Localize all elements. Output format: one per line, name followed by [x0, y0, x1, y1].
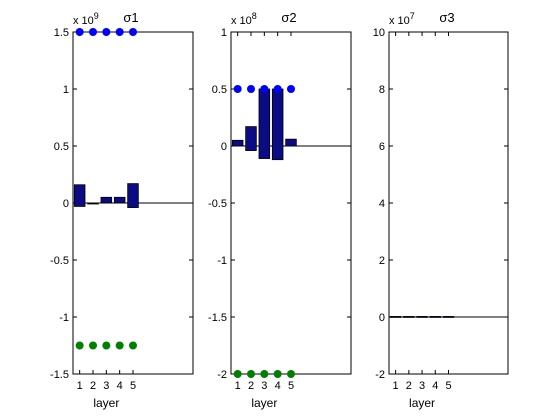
y-tick-label: -2 [217, 369, 227, 381]
x-tick-label: 2 [90, 380, 96, 392]
upper-marker [247, 85, 255, 93]
upper-marker [115, 28, 124, 36]
lower-marker [115, 341, 124, 350]
bar [87, 202, 99, 205]
x-axis-label: layer [93, 396, 119, 410]
lower-marker [273, 370, 282, 378]
x-tick-label: 1 [235, 380, 241, 392]
x-tick-label: 5 [445, 380, 451, 392]
axes-box [388, 31, 509, 375]
x-tick-label: 1 [393, 380, 399, 392]
bar [127, 183, 139, 208]
upper-marker [260, 85, 269, 93]
upper-marker [233, 85, 242, 93]
x-tick-label: 3 [103, 380, 109, 392]
lower-marker [75, 341, 84, 350]
y-tick-label: 0 [221, 141, 227, 153]
upper-marker [129, 28, 137, 36]
y-tick-label: 1.5 [54, 27, 69, 39]
bar [285, 138, 297, 147]
bar [258, 88, 271, 159]
x-tick-label: 4 [432, 380, 438, 392]
bar [231, 139, 244, 147]
lower-marker [247, 370, 255, 378]
bar [442, 316, 455, 318]
x-tick-label: 4 [275, 380, 281, 392]
upper-marker [102, 28, 111, 36]
y-tick-label: -1.5 [208, 312, 227, 324]
exponent-label: x 108 [231, 11, 257, 27]
lower-marker [129, 341, 137, 350]
y-tick-label: 0 [379, 312, 385, 324]
lower-marker [102, 341, 111, 350]
x-tick-label: 3 [261, 380, 267, 392]
x-tick-label: 5 [130, 380, 136, 392]
y-tick-label: 10 [373, 27, 385, 39]
bar [403, 316, 415, 318]
exponent-label: x 107 [389, 11, 415, 27]
chart-title: σ3 [439, 10, 454, 25]
upper-marker [89, 28, 97, 36]
lower-marker [89, 341, 97, 350]
y-tick-label: -2 [375, 369, 385, 381]
x-tick-label: 5 [288, 380, 294, 392]
upper-marker [273, 85, 282, 93]
lower-marker [233, 370, 242, 378]
y-tick-label: 4 [379, 198, 385, 210]
chart-title: σ1 [123, 10, 138, 25]
y-tick-label: -1.5 [50, 369, 69, 381]
bar [73, 184, 86, 207]
lower-marker [260, 370, 269, 378]
y-tick-label: -0.5 [50, 255, 69, 267]
x-axis-label: layer [409, 396, 435, 410]
bar [113, 196, 126, 204]
lower-marker [287, 370, 295, 378]
x-tick-label: 3 [419, 380, 425, 392]
y-tick-label: 0.5 [212, 84, 227, 96]
y-tick-label: 0 [63, 198, 69, 210]
y-tick-label: -1 [59, 312, 69, 324]
exponent-label: x 109 [73, 11, 99, 27]
bar [429, 316, 441, 318]
x-axis-label: layer [251, 396, 277, 410]
bar [100, 196, 113, 204]
bar [245, 126, 257, 151]
bar [271, 88, 284, 161]
x-tick-label: 4 [117, 380, 123, 392]
bar [416, 316, 428, 318]
y-tick-label: 6 [379, 141, 385, 153]
y-tick-label: 0.5 [54, 141, 69, 153]
y-tick-label: 8 [379, 84, 385, 96]
upper-marker [75, 28, 84, 36]
bar [389, 316, 402, 318]
x-tick-label: 1 [77, 380, 83, 392]
upper-marker [287, 85, 295, 93]
y-tick-label: -0.5 [208, 198, 227, 210]
y-tick-label: 2 [379, 255, 385, 267]
chart-title: σ2 [281, 10, 296, 25]
axes-box [230, 31, 352, 375]
x-tick-label: 2 [406, 380, 412, 392]
x-tick-label: 2 [248, 380, 254, 392]
y-tick-label: -1 [217, 255, 227, 267]
y-tick-label: 1 [63, 84, 69, 96]
y-tick-label: 1 [221, 27, 227, 39]
